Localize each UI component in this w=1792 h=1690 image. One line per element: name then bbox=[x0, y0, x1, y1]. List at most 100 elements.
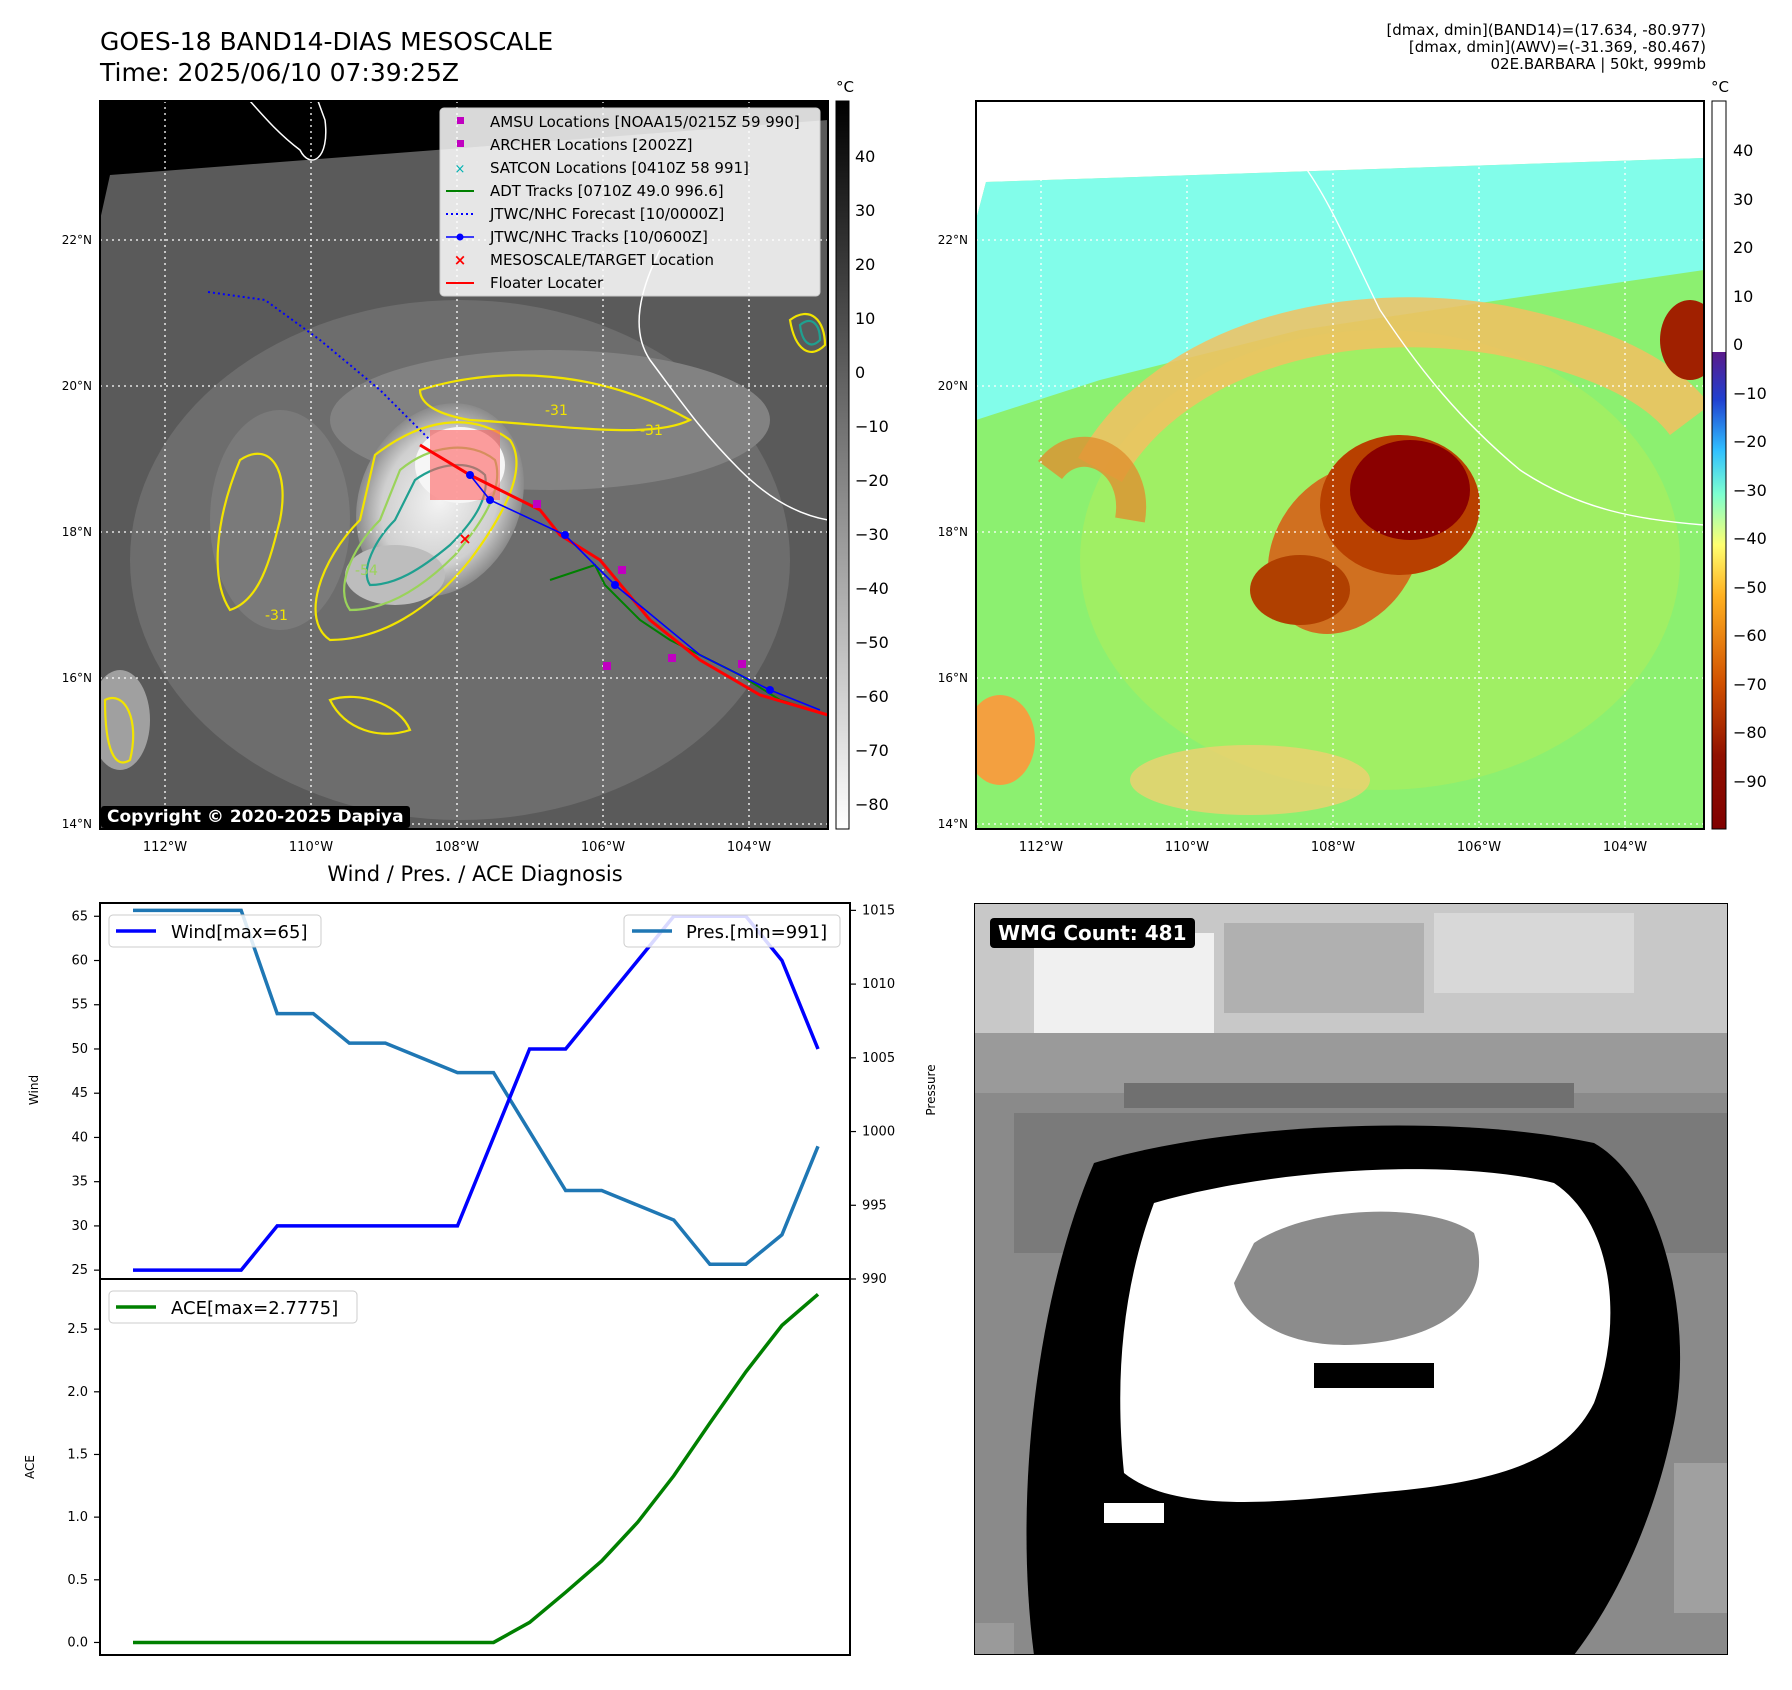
wind-legend: Wind[max=65] bbox=[108, 914, 322, 948]
diagnosis-chart: 25 30 35 40 45 50 55 60 65 990 995 1000 1005 1010 101… bbox=[23, 902, 938, 1656]
lat-label-18: 18°N bbox=[62, 525, 92, 539]
wind-tick-label: 45 bbox=[71, 1086, 88, 1101]
awv-colorbar-unit: °C bbox=[1711, 78, 1729, 96]
awv-lat-label-16: 16°N bbox=[938, 671, 968, 685]
info-line2: [dmax, dmin](AWV)=(-31.369, -80.467) bbox=[1408, 38, 1706, 56]
svg-text:−10: −10 bbox=[855, 417, 889, 436]
svg-text:10: 10 bbox=[855, 309, 875, 328]
target-marker: × bbox=[458, 529, 471, 548]
ir-imagery: × -31 -31 -54 -31 bbox=[100, 101, 828, 829]
lat-label-14: 14°N bbox=[62, 817, 92, 831]
awv-lat-label-14: 14°N bbox=[938, 817, 968, 831]
awv-lat-label-22: 22°N bbox=[938, 233, 968, 247]
amsu-markers bbox=[533, 500, 746, 670]
awv-lat-label-18: 18°N bbox=[938, 525, 968, 539]
lon-label-106: 106°W bbox=[581, 840, 625, 855]
svg-text:30: 30 bbox=[855, 201, 875, 220]
svg-text:−40: −40 bbox=[855, 579, 889, 598]
awv-lon-label-106: 106°W bbox=[1457, 840, 1501, 855]
ace-axes-frame bbox=[99, 1278, 851, 1656]
pressure-ylabel: Pressure bbox=[924, 1064, 938, 1115]
awv-lon-label-108: 108°W bbox=[1311, 840, 1355, 855]
svg-text:−90: −90 bbox=[1733, 772, 1767, 791]
awv-lon-label-112: 112°W bbox=[1019, 840, 1063, 855]
svg-text:−40: −40 bbox=[1733, 529, 1767, 548]
wind-legend-label: Wind[max=65] bbox=[171, 922, 308, 943]
pressure-tick-label: 1015 bbox=[862, 903, 895, 918]
wind-tick-label: 40 bbox=[71, 1130, 88, 1145]
svg-text:−30: −30 bbox=[855, 525, 889, 544]
lat-label-16: 16°N bbox=[62, 671, 92, 685]
svg-text:−20: −20 bbox=[1733, 432, 1767, 451]
title-line1: GOES-18 BAND14-DIAS MESOSCALE bbox=[100, 27, 554, 56]
wmg-count-badge: WMG Count: 481 bbox=[990, 918, 1195, 948]
awv-imagery bbox=[976, 101, 1704, 829]
figure-title: GOES-18 BAND14-DIAS MESOSCALE Time: 2025… bbox=[100, 26, 553, 88]
wind-tick-label: 60 bbox=[71, 954, 88, 969]
lon-label-110: 110°W bbox=[289, 840, 333, 855]
svg-text:0: 0 bbox=[1733, 335, 1743, 354]
svg-text:20: 20 bbox=[855, 255, 875, 274]
svg-text:−70: −70 bbox=[1733, 675, 1767, 694]
ir-legend: AMSU Locations [NOAA15/0215Z 59 990] ARC… bbox=[439, 107, 821, 297]
ace-legend-label: ACE[max=2.7775] bbox=[171, 1298, 338, 1319]
svg-text:10: 10 bbox=[1733, 287, 1753, 306]
svg-text:−80: −80 bbox=[855, 795, 889, 814]
contour-label-1: -31 bbox=[545, 403, 568, 419]
ir-map-panel: × -31 -31 -54 -31 22°N 20°N 18°N 16°N 14… bbox=[62, 78, 889, 855]
legend-amsu: AMSU Locations [NOAA15/0215Z 59 990] bbox=[490, 113, 800, 131]
svg-text:−80: −80 bbox=[1733, 723, 1767, 742]
svg-text:−60: −60 bbox=[1733, 626, 1767, 645]
coastline bbox=[249, 101, 828, 521]
graticule bbox=[976, 101, 1704, 829]
pressure-tick-label: 995 bbox=[862, 1198, 887, 1213]
legend-adt: ADT Tracks [0710Z 49.0 996.6] bbox=[490, 182, 724, 200]
lat-label-20: 20°N bbox=[62, 379, 92, 393]
ir-map-frame bbox=[99, 100, 829, 830]
ace-tick-label: 0.0 bbox=[67, 1635, 88, 1650]
contour-label-4: -31 bbox=[265, 608, 288, 624]
wmg-imagery bbox=[974, 903, 1728, 1655]
ace-ylabel: ACE bbox=[23, 1455, 37, 1479]
ace-series-line bbox=[133, 1293, 820, 1645]
pressure-tick-label: 1005 bbox=[862, 1051, 895, 1066]
awv-lon-label-110: 110°W bbox=[1165, 840, 1209, 855]
legend-target: MESOSCALE/TARGET Location bbox=[490, 251, 714, 269]
svg-text:×: × bbox=[454, 251, 467, 269]
ir-colorbar bbox=[835, 100, 850, 830]
contour-label-3: -54 bbox=[355, 563, 378, 579]
awv-colorbar bbox=[1711, 100, 1727, 830]
pressure-tick-label: 1000 bbox=[862, 1125, 895, 1140]
forecast-track bbox=[207, 291, 431, 441]
ace-tick-label: 2.5 bbox=[67, 1322, 88, 1337]
legend-best-track: JTWC/NHC Tracks [10/0600Z] bbox=[489, 228, 708, 246]
svg-text:0: 0 bbox=[855, 363, 865, 382]
ace-legend: ACE[max=2.7775] bbox=[108, 1290, 358, 1324]
pressure-legend-label: Pres.[min=991] bbox=[686, 922, 827, 943]
awv-lat-label-20: 20°N bbox=[938, 379, 968, 393]
pressure-tick-label: 990 bbox=[862, 1272, 887, 1287]
lat-label-22: 22°N bbox=[62, 233, 92, 247]
info-line1: [dmax, dmin](BAND14)=(17.634, -80.977) bbox=[1386, 21, 1706, 39]
legend-archer: ARCHER Locations [2002Z] bbox=[490, 136, 693, 154]
svg-text:−60: −60 bbox=[855, 687, 889, 706]
pressure-ticks: 990 995 1000 1005 1010 1015 bbox=[850, 903, 895, 1287]
ir-colorbar-unit: °C bbox=[836, 78, 854, 96]
legend-satcon: SATCON Locations [0410Z 58 991] bbox=[490, 159, 749, 177]
ace-tick-label: 2.0 bbox=[67, 1385, 88, 1400]
wind-tick-label: 55 bbox=[71, 998, 88, 1013]
wind-series-line bbox=[133, 914, 820, 1272]
svg-text:40: 40 bbox=[855, 147, 875, 166]
wind-tick-label: 65 bbox=[71, 909, 88, 924]
wind-tick-label: 35 bbox=[71, 1175, 88, 1190]
svg-text:−20: −20 bbox=[855, 471, 889, 490]
mesoscale-box bbox=[430, 430, 500, 500]
lon-label-112: 112°W bbox=[143, 840, 187, 855]
wind-ylabel: Wind bbox=[27, 1075, 41, 1105]
svg-text:−70: −70 bbox=[855, 741, 889, 760]
awv-colorbar-ticks: 40 30 20 10 0 −10 −20 −30 −40 −50 −60 −7… bbox=[1733, 141, 1767, 791]
coastline bbox=[1299, 159, 1704, 526]
svg-text:−50: −50 bbox=[1733, 578, 1767, 597]
wind-tick-label: 25 bbox=[71, 1263, 88, 1278]
ace-tick-label: 1.0 bbox=[67, 1510, 88, 1525]
